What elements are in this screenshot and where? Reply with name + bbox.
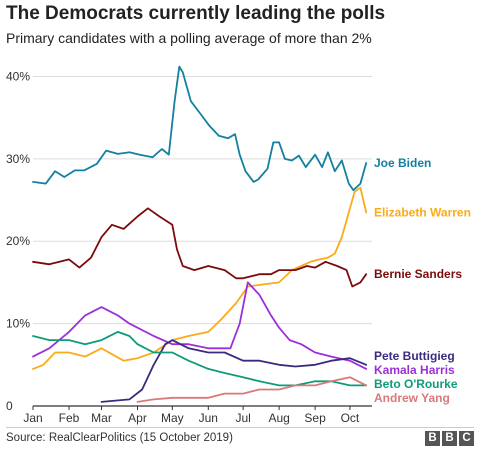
y-tick-label: 40% [6,69,30,83]
series-line-bernie-sanders [32,207,368,288]
series-line-beto-o-rourke [32,331,368,387]
series-labels: Joe Biden Elizabeth Warren Bernie Sanders P… [374,156,471,405]
bbc-logo-letter: C [459,431,474,446]
series-line-joe-biden [32,65,368,192]
source-note: Source: RealClearPolitics (15 October 20… [6,432,233,444]
x-tick-label: May [161,411,184,425]
chart-subtitle: Primary candidates with a polling averag… [6,30,372,46]
series-line-pete-buttigieg [100,339,368,403]
series-label-pete-buttigieg: Pete Buttigieg [374,349,455,363]
y-tick-label: 20% [6,234,30,248]
footer-divider [6,427,474,428]
series-line-andrew-yang [136,376,368,403]
series-lines [32,65,368,403]
bbc-logo: B B C [425,431,474,446]
x-tick-label: Jul [235,411,250,425]
bbc-logo-letter: B [425,431,440,446]
series-label-joe-biden: Joe Biden [374,156,431,170]
chart-title: The Democrats currently leading the poll… [6,3,386,24]
series-line-kamala-harris [32,281,368,370]
x-tick-label: Apr [128,411,147,425]
y-tick-label: 30% [6,152,30,166]
series-line-elizabeth-warren [32,186,368,370]
series-label-beto-o-rourke: Beto O'Rourke [374,377,458,391]
series-label-andrew-yang: Andrew Yang [374,391,450,405]
line-chart: 0 10% 20% 30% 40% Jan Feb Mar Apr May Jun Jul Aug Sep… [6,65,471,425]
series-label-elizabeth-warren: Elizabeth Warren [374,205,471,219]
bbc-logo-letter: B [442,431,457,446]
x-tick-label: Feb [59,411,80,425]
x-tick-label: Aug [268,411,289,425]
y-tick-label: 0 [6,399,13,413]
axis-tick-labels: 0 10% 20% 30% 40% Jan Feb Mar Apr May Jun Jul Aug Sep… [6,69,360,425]
grid-lines [32,75,372,410]
series-label-bernie-sanders: Bernie Sanders [374,267,462,281]
x-tick-label: Sep [304,411,326,425]
x-tick-label: Mar [91,411,112,425]
series-label-kamala-harris: Kamala Harris [374,363,455,377]
x-tick-label: Jan [23,411,42,425]
x-tick-label: Jun [199,411,218,425]
x-tick-label: Oct [341,411,360,425]
y-tick-label: 10% [6,317,30,331]
